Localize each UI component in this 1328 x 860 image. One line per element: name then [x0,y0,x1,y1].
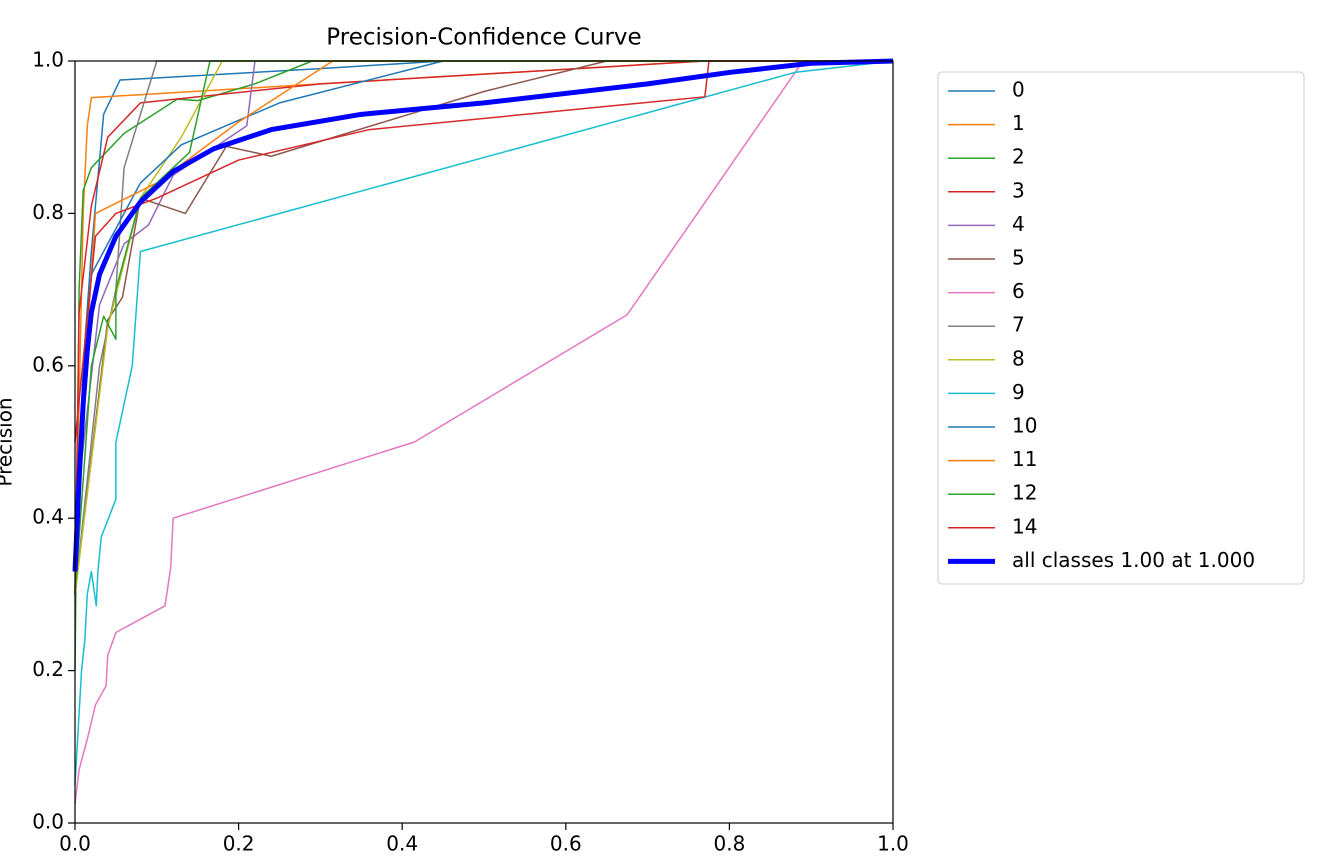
series-line [74,60,893,595]
y-tick-label: 1.0 [32,48,64,72]
plot-frame [74,60,894,824]
legend-label: 3 [1012,178,1025,202]
legend-label: 1 [1012,111,1025,135]
series-line [74,60,893,671]
x-tick-label: 0.8 [713,832,745,856]
x-tick-label: 0.4 [386,832,418,856]
series-line [74,60,893,595]
legend-label: 6 [1012,279,1025,303]
legend-label: 10 [1012,414,1037,438]
y-tick-label: 0.0 [32,810,64,834]
series-line [74,60,893,519]
legend-box [937,71,1305,585]
series-line [74,60,893,595]
legend-label: all classes 1.00 at 1.000 [1012,548,1255,572]
legend-label: 8 [1012,346,1025,370]
legend-label: 14 [1012,514,1037,538]
x-tick-label: 0.2 [223,832,255,856]
legend-label: 12 [1012,481,1037,505]
y-tick-label: 0.4 [32,505,64,529]
legend-label: 5 [1012,246,1025,270]
x-tick-label: 0.0 [59,832,91,856]
legend-label: 11 [1012,447,1037,471]
chart-title: Precision-Confidence Curve [326,25,641,51]
legend-label: 2 [1012,145,1025,169]
series-line [74,60,893,595]
series-line [74,60,893,805]
series-line [74,60,893,595]
legend-label: 7 [1012,313,1025,337]
series-line [72,58,894,572]
legend-label: 4 [1012,212,1025,236]
legend-label: 9 [1012,380,1025,404]
legend-label: 0 [1012,78,1025,102]
x-tick-label: 0.6 [550,832,582,856]
x-tick-label: 1.0 [877,832,909,856]
series-line [74,60,894,785]
series-line [74,60,893,443]
y-tick-label: 0.6 [32,352,64,376]
series-line [74,60,893,519]
y-axis-label: Precision [0,397,17,486]
series-line [74,60,893,595]
y-tick-label: 0.2 [32,657,64,681]
y-tick-label: 0.8 [32,200,64,224]
series-line [74,60,893,519]
